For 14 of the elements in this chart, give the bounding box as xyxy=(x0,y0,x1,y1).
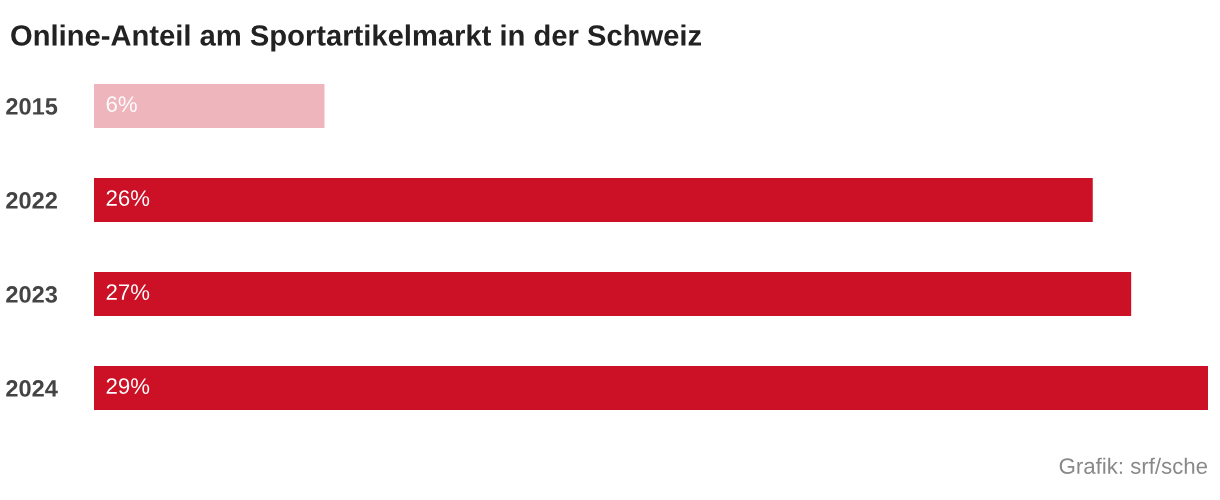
y-tick-label: 2022 xyxy=(6,192,57,209)
data-label: 29% xyxy=(106,378,150,394)
data-label: 26% xyxy=(106,190,150,206)
data-label: 6% xyxy=(106,96,137,112)
data-label: 27% xyxy=(106,284,150,300)
y-tick-label: 2015 xyxy=(6,98,58,115)
bar xyxy=(94,84,325,128)
bar xyxy=(94,178,1093,222)
bar xyxy=(94,366,1208,410)
text: Grafik: srf/sche xyxy=(1059,457,1208,474)
y-tick-label: 2023 xyxy=(6,286,58,303)
bar xyxy=(94,272,1132,316)
y-tick-label: 2024 xyxy=(6,380,58,397)
chart-title: Online-Anteil am Sportartikelmarkt in der Schweiz xyxy=(11,24,702,52)
